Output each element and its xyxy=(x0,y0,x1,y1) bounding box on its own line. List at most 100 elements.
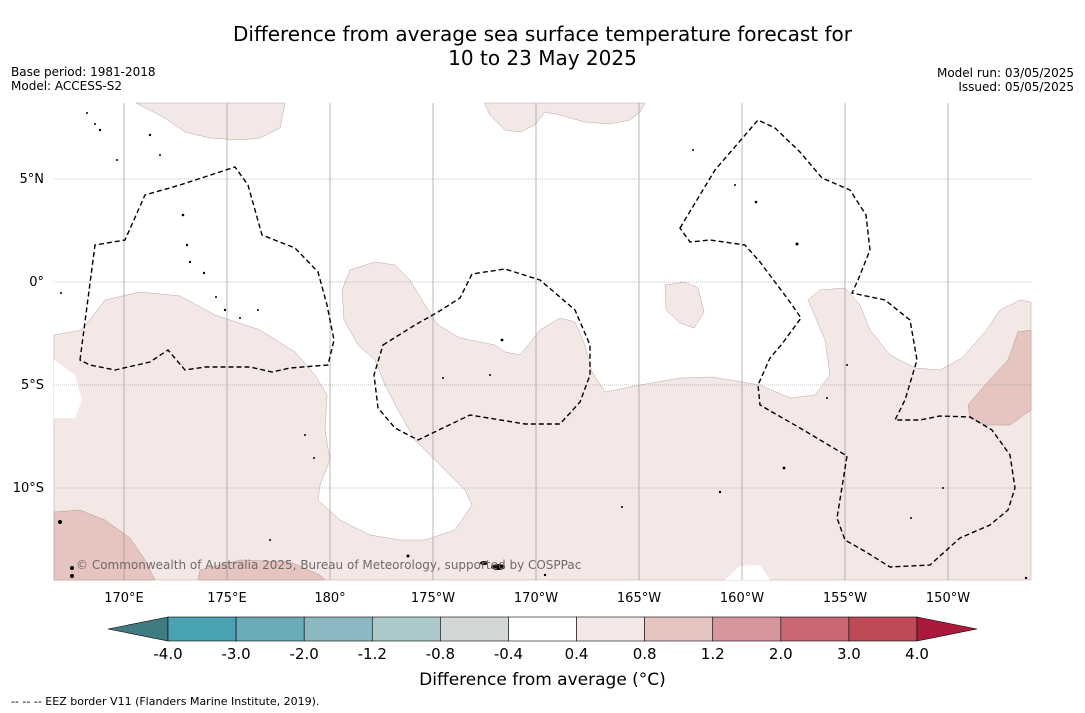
island xyxy=(406,554,410,558)
colorbar-tick: 0.4 xyxy=(565,645,589,663)
lat-tick-5s: 5°S xyxy=(21,378,44,393)
colorbar-tick: 1.2 xyxy=(701,645,725,663)
lat-tick-10s: 10°S xyxy=(13,481,44,496)
island xyxy=(500,338,504,342)
island xyxy=(846,364,848,366)
island xyxy=(257,309,259,311)
colorbar-tick: -1.2 xyxy=(358,645,387,663)
island xyxy=(718,490,722,494)
island xyxy=(70,574,74,578)
eez-border-kiribati-gilbert xyxy=(79,166,335,373)
island xyxy=(269,539,271,541)
lon-tick-175e: 175°E xyxy=(207,591,247,606)
eez-borders xyxy=(79,119,1016,568)
colorbar-tick: -0.4 xyxy=(494,645,523,663)
lon-tick-160w: 160°W xyxy=(720,591,764,606)
colorbar-tick: 0.8 xyxy=(633,645,657,663)
island xyxy=(313,457,315,459)
colorbar-tick: -0.8 xyxy=(426,645,455,663)
island xyxy=(223,308,227,312)
colorbar-tick: 4.0 xyxy=(905,645,929,663)
lon-tick-170e: 170°E xyxy=(104,591,144,606)
lon-tick-175w: 175°W xyxy=(411,591,455,606)
lon-tick-170w: 170°W xyxy=(514,591,558,606)
graticule-lat xyxy=(54,178,1031,489)
colorbar-segment xyxy=(712,616,782,642)
map-panel xyxy=(53,102,1032,581)
model-run: Model run: 03/05/2025 xyxy=(936,66,1074,80)
island-samoa xyxy=(480,561,488,565)
island xyxy=(942,487,944,489)
island xyxy=(826,397,828,399)
island xyxy=(692,149,694,151)
island xyxy=(239,317,241,319)
near-average-patch-south xyxy=(725,565,770,580)
island xyxy=(489,374,491,376)
island xyxy=(734,184,736,186)
island xyxy=(148,133,152,137)
island xyxy=(795,242,799,246)
island xyxy=(159,154,161,156)
lon-tick-155w: 155°W xyxy=(823,591,867,606)
island xyxy=(621,506,623,508)
colorbar-tick-labels: -4.0 -3.0 -2.0 -1.2 -0.8 -0.4 0.4 0.8 1.2 2.0 3.0 4… xyxy=(153,645,929,663)
meta-left: Base period: 1981-2018 Model: ACCESS-S2 xyxy=(11,65,156,93)
colorbar-tick: 3.0 xyxy=(837,645,861,663)
colorbar-tick: -4.0 xyxy=(153,645,182,663)
island xyxy=(304,434,306,436)
island xyxy=(543,573,547,577)
colorbar xyxy=(107,616,978,642)
near-average-patches xyxy=(54,360,770,580)
lon-tick-165w: 165°W xyxy=(617,591,661,606)
colorbar-segment xyxy=(780,616,850,642)
anomaly-region-south xyxy=(197,559,326,581)
lon-tick-labels: 170°E 175°E 180° 175°W 170°W 165°W 160°W… xyxy=(104,591,970,606)
colorbar-arrow-low xyxy=(107,616,169,642)
colorbar-segment xyxy=(167,616,237,642)
colorbar-segment xyxy=(235,616,305,642)
island xyxy=(58,520,62,524)
colorbar-segment xyxy=(440,616,509,642)
island xyxy=(1024,576,1028,580)
anomaly-region-south-west xyxy=(53,509,156,581)
colorbar-segment xyxy=(371,616,441,642)
eez-footnote: -- -- -- EEZ border V11 (Flanders Marine… xyxy=(11,695,320,708)
island xyxy=(202,271,206,275)
model-name: Model: ACCESS-S2 xyxy=(11,79,123,93)
island-samoa xyxy=(491,564,505,570)
island xyxy=(754,200,758,204)
island xyxy=(782,466,786,470)
island xyxy=(94,123,96,125)
colorbar-segment xyxy=(303,616,373,642)
anomaly-region-island xyxy=(664,281,705,329)
colorbar-segment xyxy=(644,616,714,642)
colorbar-arrow-high xyxy=(916,616,978,642)
lat-tick-0: 0° xyxy=(29,275,44,290)
island xyxy=(116,159,118,161)
colorbar-tick: 2.0 xyxy=(769,645,793,663)
graticule xyxy=(123,103,949,580)
colorbar-segment xyxy=(508,616,577,642)
colorbar-segment xyxy=(848,616,918,642)
island xyxy=(215,296,217,298)
anomaly-region-north-west xyxy=(135,102,286,141)
anomaly-region-north-center xyxy=(483,102,646,133)
colorbar-tick: -2.0 xyxy=(290,645,319,663)
colorbar-label: Difference from average (°C) xyxy=(419,670,666,690)
lat-tick-5n: 5°N xyxy=(20,172,45,187)
meta-right: Model run: 03/05/2025 Issued: 05/05/2025 xyxy=(937,66,1074,94)
island xyxy=(442,377,444,379)
island xyxy=(60,292,62,294)
base-period: Base period: 1981-2018 xyxy=(11,65,156,79)
copyright-notice: © Commonwealth of Australia 2025, Bureau… xyxy=(76,558,582,572)
island xyxy=(98,128,102,132)
island xyxy=(185,243,189,247)
anomaly-regions-light xyxy=(53,102,1032,581)
anomaly-regions-medium xyxy=(53,329,1032,581)
near-average-patch-west xyxy=(54,360,82,418)
island xyxy=(86,112,88,114)
anomaly-region-main xyxy=(53,261,1032,581)
island xyxy=(70,566,74,570)
eez-border-kiribati-line xyxy=(679,119,1016,568)
